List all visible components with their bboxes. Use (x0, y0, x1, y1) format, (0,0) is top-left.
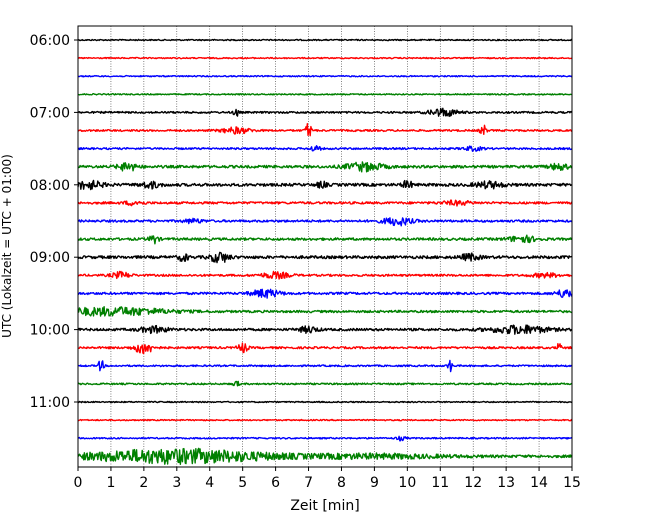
x-grid (110, 26, 540, 467)
plot-background (78, 26, 572, 467)
traces-group (77, 38, 573, 465)
seismic-trace (77, 234, 573, 245)
x-axis-label: Zeit [min] (290, 498, 359, 514)
y-tick-label: 08:00 (30, 178, 70, 194)
seismic-trace (77, 288, 573, 299)
x-tick-label: 11 (431, 475, 449, 491)
seismic-trace (77, 447, 573, 465)
seismic-trace (77, 74, 573, 78)
seismic-trace (77, 359, 573, 373)
seismic-trace (77, 380, 573, 387)
x-tick-label: 14 (530, 475, 548, 491)
y-axis-label: UTC (Lokalzeit = UTC + 01:00) (0, 154, 14, 338)
x-tick-label: 3 (172, 475, 181, 491)
seismic-trace (77, 145, 573, 152)
seismic-trace (77, 179, 573, 191)
plot-frame (77, 25, 573, 468)
x-tick-label: 8 (337, 475, 346, 491)
seismic-trace (77, 342, 573, 355)
seismic-trace (77, 400, 573, 404)
seismic-trace (77, 418, 573, 422)
seismic-trace (77, 251, 573, 264)
seismic-trace (77, 107, 573, 118)
seismic-trace (77, 324, 573, 335)
x-tick-label: 15 (563, 475, 581, 491)
x-tick-label: 12 (464, 475, 482, 491)
seismic-trace (77, 56, 573, 60)
x-tick-label: 1 (106, 475, 115, 491)
y-tick-label: 09:00 (30, 250, 70, 266)
x-ticks: 0 1 2 3 4 5 6 7 8 9 10 11 12 13 14 15 (74, 467, 581, 491)
seismic-trace (77, 93, 573, 96)
x-tick-label: 0 (74, 475, 83, 491)
seismic-trace (77, 38, 573, 42)
x-tick-label: 9 (370, 475, 379, 491)
x-tick-label: 6 (271, 475, 280, 491)
y-tick-label: 10:00 (30, 323, 70, 339)
x-tick-label: 7 (304, 475, 313, 491)
y-ticks: 06:00 07:00 08:00 09:00 10:00 11:00 (30, 33, 78, 411)
seismic-trace (77, 435, 573, 442)
seismic-trace (77, 217, 573, 227)
seismic-trace (77, 270, 573, 280)
x-tick-label: 4 (205, 475, 214, 491)
seismic-trace (77, 199, 573, 207)
seismic-trace (77, 123, 573, 137)
seismic-trace (77, 305, 573, 317)
x-tick-label: 10 (398, 475, 416, 491)
x-tick-label: 13 (497, 475, 515, 491)
y-tick-label: 11:00 (30, 395, 70, 411)
x-tick-label: 2 (139, 475, 148, 491)
seismic-trace (77, 161, 572, 173)
y-tick-label: 06:00 (30, 33, 70, 49)
y-tick-label: 07:00 (30, 105, 70, 121)
x-tick-label: 5 (238, 475, 247, 491)
